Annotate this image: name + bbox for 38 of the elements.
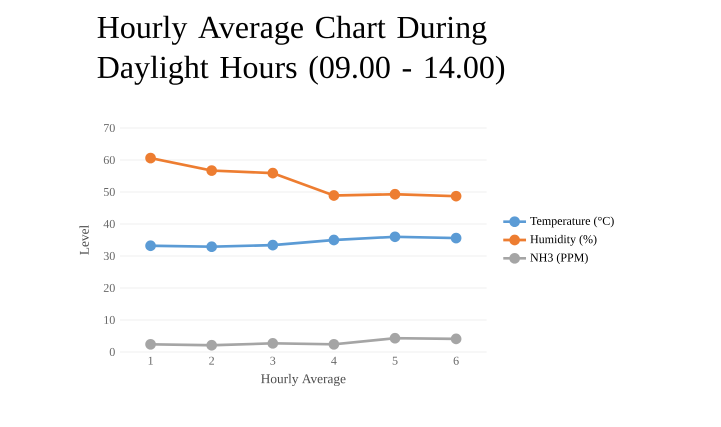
x-axis-title: Hourly Average bbox=[261, 374, 346, 386]
chart-title: Hourly Average Chart During Daylight Hours (09.00 - 14.00) bbox=[98, 16, 504, 85]
point bbox=[267, 240, 278, 250]
point bbox=[267, 338, 278, 349]
y-tick-label: 60 bbox=[104, 156, 115, 164]
point bbox=[145, 240, 156, 252]
point bbox=[450, 232, 462, 244]
x-tick-label: 2 bbox=[209, 356, 214, 365]
point bbox=[450, 334, 462, 344]
y-tick-label: 0 bbox=[110, 348, 115, 356]
x-tick-label: 5 bbox=[392, 356, 398, 365]
y-tick-label: 40 bbox=[104, 220, 115, 228]
y-tick-label: 50 bbox=[104, 188, 115, 196]
point bbox=[145, 152, 156, 164]
point bbox=[206, 165, 218, 176]
point bbox=[206, 340, 218, 351]
point bbox=[145, 338, 156, 350]
point bbox=[328, 190, 340, 201]
point bbox=[450, 190, 462, 202]
y-tick-label: 10 bbox=[104, 316, 115, 324]
point bbox=[206, 241, 218, 252]
point bbox=[267, 168, 278, 178]
point bbox=[328, 338, 340, 350]
x-tick-label: 4 bbox=[331, 356, 337, 365]
point bbox=[390, 231, 400, 242]
legend-label: NH3 (PPM) bbox=[530, 253, 588, 264]
y-axis-title: Level bbox=[79, 225, 89, 255]
y-tick-label: 20 bbox=[104, 284, 115, 292]
point bbox=[390, 332, 400, 344]
x-tick-label: 6 bbox=[454, 356, 459, 365]
legend-label: Temperature (°C) bbox=[530, 216, 614, 228]
x-tick-label: 1 bbox=[148, 356, 153, 365]
point bbox=[328, 234, 340, 246]
legend-label: Humidity (%) bbox=[530, 234, 596, 246]
point bbox=[390, 188, 400, 200]
x-tick-label: 3 bbox=[270, 356, 276, 365]
y-tick-label: 30 bbox=[104, 252, 115, 260]
y-tick-label: 70 bbox=[104, 124, 115, 132]
